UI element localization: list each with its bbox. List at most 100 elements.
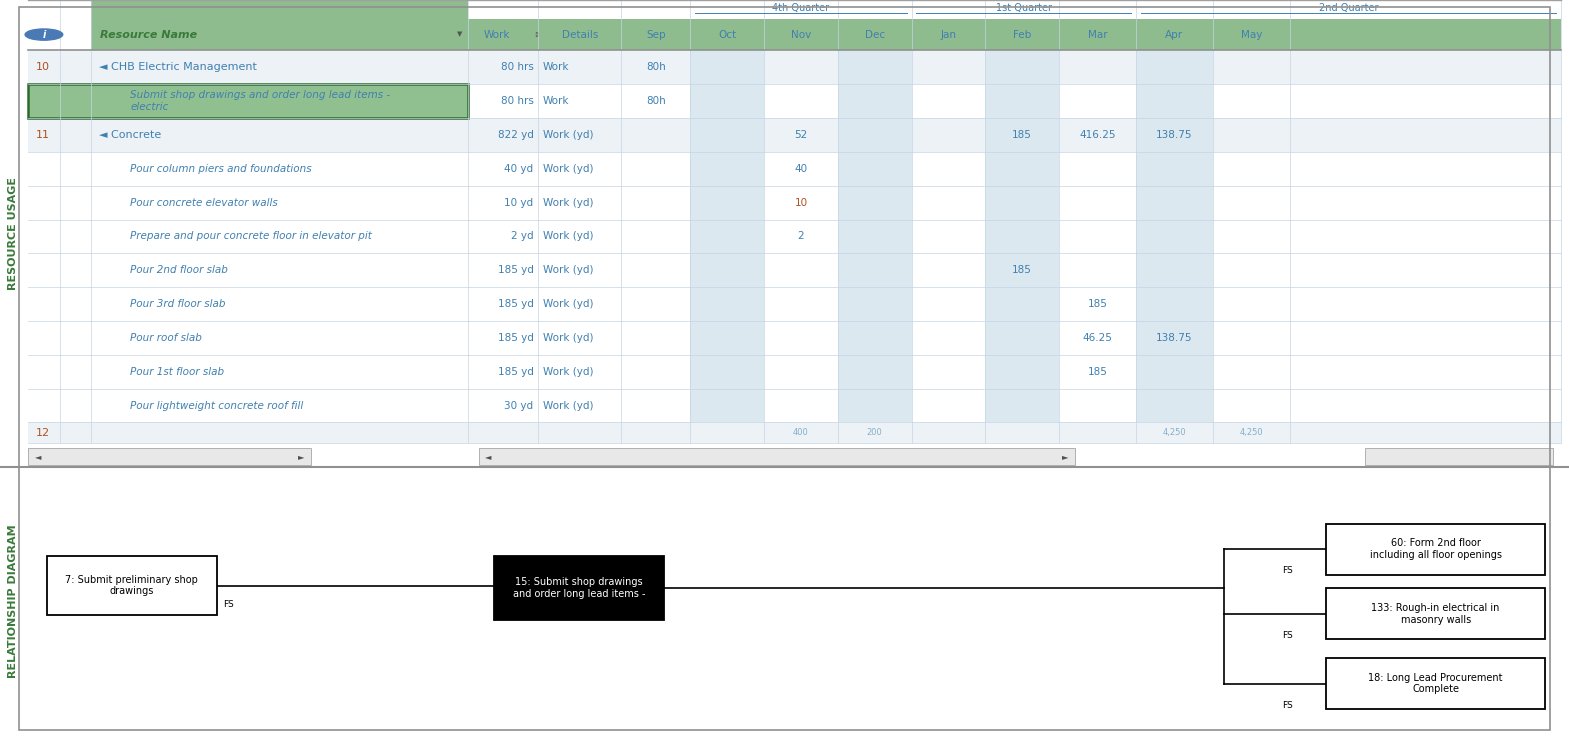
Text: i: i (42, 29, 46, 40)
Text: ►: ► (298, 452, 304, 461)
Bar (1136, 287, 1213, 321)
Bar (690, 287, 764, 321)
Text: ►: ► (1062, 452, 1068, 461)
Bar (985, 253, 1059, 287)
Bar (690, 85, 764, 118)
Text: 400: 400 (792, 428, 810, 437)
Bar (985, 51, 1059, 85)
Bar (28, 321, 1561, 355)
Text: Work (yd): Work (yd) (543, 198, 593, 208)
Text: Details: Details (562, 29, 598, 40)
Text: 40 yd: 40 yd (504, 164, 533, 174)
Text: 185: 185 (1087, 299, 1108, 309)
Bar (91, 0, 468, 18)
Bar (91, 18, 468, 51)
Text: 4,250: 4,250 (1240, 428, 1263, 437)
Bar (985, 85, 1059, 118)
Text: Work (yd): Work (yd) (543, 367, 593, 377)
Bar (690, 389, 764, 422)
Text: 138.75: 138.75 (1156, 130, 1192, 140)
Text: 185 yd: 185 yd (497, 367, 533, 377)
Bar (985, 355, 1059, 389)
Bar (1326, 524, 1545, 575)
Text: 80h: 80h (646, 96, 665, 106)
Text: ◄: ◄ (35, 452, 41, 461)
Bar (28, 253, 1561, 287)
Bar (28, 118, 1561, 152)
Text: Work (yd): Work (yd) (543, 333, 593, 343)
Bar (690, 185, 764, 219)
Bar (28, 185, 1561, 219)
Text: Pour concrete elevator walls: Pour concrete elevator walls (130, 198, 278, 208)
Bar (1365, 448, 1553, 465)
Text: Pour 3rd floor slab: Pour 3rd floor slab (130, 299, 226, 309)
Text: May: May (1241, 29, 1261, 40)
Text: 40: 40 (794, 164, 808, 174)
Bar (47, 556, 217, 615)
Bar (690, 355, 764, 389)
Text: Jan: Jan (940, 29, 957, 40)
Text: Oct: Oct (719, 29, 736, 40)
Text: 185: 185 (1012, 265, 1032, 275)
Bar (838, 118, 912, 152)
Bar (690, 51, 764, 85)
Bar (28, 422, 1561, 442)
Bar (28, 85, 468, 118)
Text: 185 yd: 185 yd (497, 299, 533, 309)
Bar (985, 118, 1059, 152)
Text: 18: Long Lead Procurement
Complete: 18: Long Lead Procurement Complete (1368, 673, 1503, 694)
Text: Resource Name: Resource Name (100, 29, 198, 40)
Bar (985, 152, 1059, 185)
Text: 80 hrs: 80 hrs (501, 96, 533, 106)
Text: 185 yd: 185 yd (497, 333, 533, 343)
Text: Nov: Nov (791, 29, 811, 40)
Text: 30 yd: 30 yd (504, 400, 533, 411)
Text: ▼: ▼ (457, 32, 463, 38)
Text: FS: FS (1282, 566, 1293, 576)
Bar (60, 18, 91, 51)
Bar (1136, 253, 1213, 287)
Text: Pour roof slab: Pour roof slab (130, 333, 202, 343)
Bar (1136, 51, 1213, 85)
Text: Work: Work (483, 29, 510, 40)
Bar (494, 556, 664, 620)
Bar (468, 18, 1561, 51)
Text: Work: Work (543, 96, 570, 106)
Bar (985, 389, 1059, 422)
Text: Work: Work (543, 63, 570, 72)
Bar (1136, 321, 1213, 355)
Bar (985, 185, 1059, 219)
Bar (838, 185, 912, 219)
Text: Work (yd): Work (yd) (543, 265, 593, 275)
Bar (28, 448, 311, 465)
Text: 80 hrs: 80 hrs (501, 63, 533, 72)
Text: 10 yd: 10 yd (504, 198, 533, 208)
Text: Work (yd): Work (yd) (543, 164, 593, 174)
Text: ◄ CHB Electric Management: ◄ CHB Electric Management (99, 63, 257, 72)
Bar (985, 287, 1059, 321)
Bar (838, 219, 912, 253)
Text: FS: FS (1282, 701, 1293, 710)
Text: ◄: ◄ (485, 452, 491, 461)
Text: Pour 2nd floor slab: Pour 2nd floor slab (130, 265, 228, 275)
Bar (28, 85, 1561, 118)
Text: Feb: Feb (1014, 29, 1031, 40)
Bar (838, 253, 912, 287)
Text: Prepare and pour concrete floor in elevator pit: Prepare and pour concrete floor in eleva… (130, 231, 372, 241)
Bar (28, 389, 1561, 422)
Bar (28, 355, 1561, 389)
Bar (1136, 219, 1213, 253)
Bar (838, 85, 912, 118)
Text: FS: FS (1282, 631, 1293, 640)
Text: Work (yd): Work (yd) (543, 400, 593, 411)
Bar (985, 219, 1059, 253)
Bar (690, 152, 764, 185)
Text: Apr: Apr (1166, 29, 1183, 40)
Bar (985, 321, 1059, 355)
Bar (28, 219, 1561, 253)
Text: 11: 11 (36, 130, 50, 140)
Text: 7: Submit preliminary shop
drawings: 7: Submit preliminary shop drawings (66, 575, 198, 596)
Text: Work (yd): Work (yd) (543, 130, 593, 140)
Bar (479, 448, 1075, 465)
Text: RESOURCE USAGE: RESOURCE USAGE (8, 177, 17, 290)
